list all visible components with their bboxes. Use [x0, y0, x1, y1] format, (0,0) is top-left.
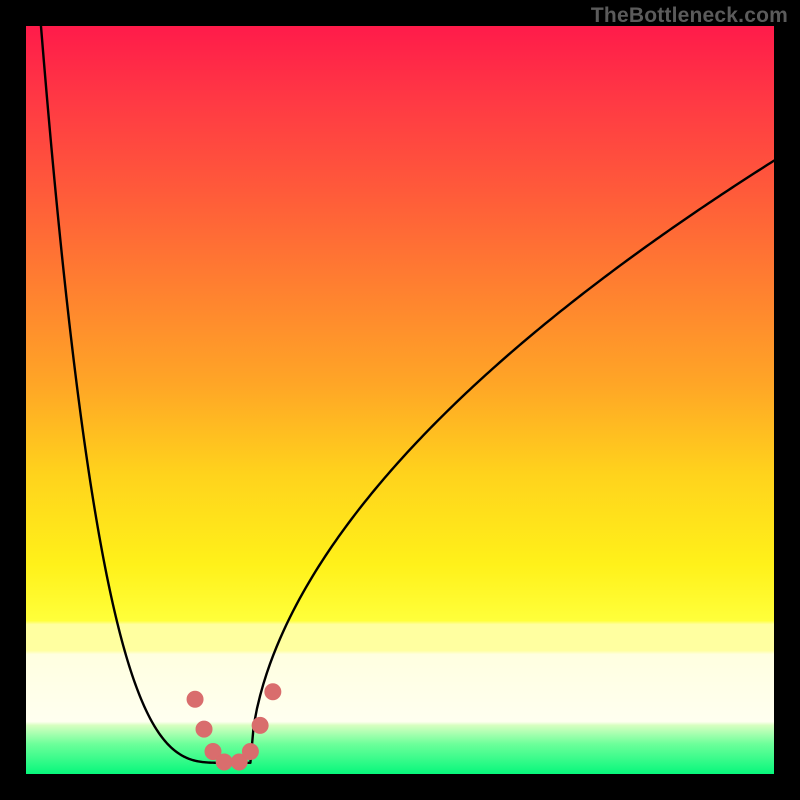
marker-point [265, 684, 281, 700]
bottleneck-chart [0, 0, 800, 800]
marker-point [196, 721, 212, 737]
marker-point [216, 754, 232, 770]
marker-point [187, 691, 203, 707]
chart-frame: TheBottleneck.com [0, 0, 800, 800]
marker-point [252, 717, 268, 733]
chart-background [26, 26, 774, 774]
marker-point [242, 744, 258, 760]
